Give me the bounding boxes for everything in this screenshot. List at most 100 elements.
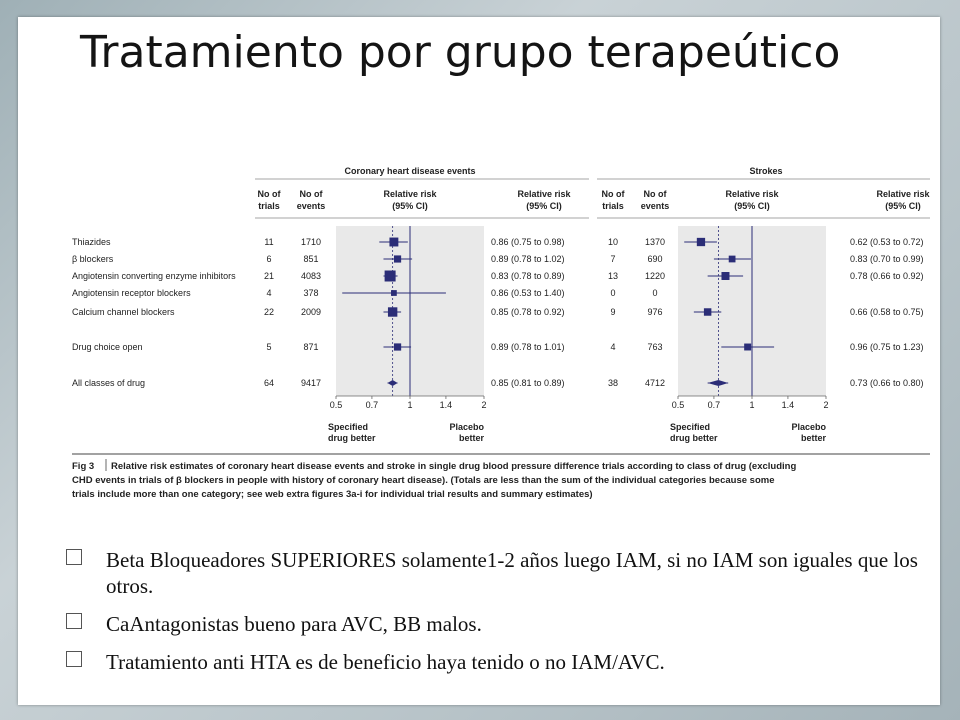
events-count: 851 [303, 254, 318, 264]
specified-better-label: Specified [670, 422, 710, 432]
trials-count: 21 [264, 271, 274, 281]
col-header-trials: No of [602, 189, 626, 199]
x-tick-label: 2 [481, 400, 486, 410]
events-count: 1220 [645, 271, 665, 281]
trials-count: 22 [264, 307, 274, 317]
rr-ci-text: 0.96 (0.75 to 1.23) [850, 342, 924, 352]
events-count: 4712 [645, 378, 665, 388]
point-estimate-marker [728, 255, 736, 263]
rr-ci-text: 0.83 (0.78 to 0.89) [491, 271, 565, 281]
col-header-rr: Relative risk [383, 189, 437, 199]
events-count: 0 [652, 288, 657, 298]
category-label: Thiazides [72, 237, 111, 247]
x-tick-label: 1 [407, 400, 412, 410]
trials-count: 4 [610, 342, 615, 352]
x-tick-label: 1.4 [782, 400, 795, 410]
x-tick-label: 0.7 [708, 400, 721, 410]
events-count: 976 [647, 307, 662, 317]
category-label: Calcium channel blockers [72, 307, 175, 317]
point-estimate-marker [721, 272, 730, 280]
placebo-better-label: Placebo [449, 422, 484, 432]
events-count: 1710 [301, 237, 321, 247]
bullet-item: CaAntagonistas bueno para AVC, BB malos. [66, 611, 936, 637]
bullet-text: Tratamiento anti HTA es de beneficio hay… [106, 650, 665, 674]
x-tick-label: 2 [823, 400, 828, 410]
trials-count: 64 [264, 378, 274, 388]
events-count: 9417 [301, 378, 321, 388]
trials-count: 38 [608, 378, 618, 388]
specified-better-label: Specified [328, 422, 368, 432]
x-tick-label: 1.4 [440, 400, 453, 410]
category-label: Angiotensin converting enzyme inhibitors [72, 271, 236, 281]
specified-better-label: drug better [328, 433, 376, 443]
point-estimate-marker [696, 237, 706, 247]
category-label: Drug choice open [72, 342, 143, 352]
col-header-events: No of [300, 189, 324, 199]
trials-count: 13 [608, 271, 618, 281]
col-header-rrtext: Relative risk [517, 189, 571, 199]
category-label: Angiotensin receptor blockers [72, 288, 191, 298]
col-header-trials: No of [258, 189, 282, 199]
col-header-trials: trials [602, 201, 624, 211]
col-header-trials: trials [258, 201, 280, 211]
rr-ci-text: 0.89 (0.78 to 1.01) [491, 342, 565, 352]
summary-diamond [707, 380, 729, 386]
forest-plot-figure: Thiazides β blockers Angiotensin convertin… [57, 152, 930, 508]
point-estimate-marker [387, 307, 398, 317]
rr-ci-text: 0.86 (0.53 to 1.40) [491, 288, 565, 298]
bullet-item: Tratamiento anti HTA es de beneficio hay… [66, 649, 936, 675]
point-estimate-marker [393, 343, 402, 351]
bullet-item: Beta Bloqueadores SUPERIORES solamente1-… [66, 547, 936, 599]
trials-count: 11 [264, 237, 273, 247]
trials-count: 0 [610, 288, 615, 298]
panel-title: Strokes [749, 166, 782, 176]
category-label: β blockers [72, 254, 114, 264]
point-estimate-marker [391, 290, 397, 296]
bullet-text: Beta Bloqueadores SUPERIORES solamente1-… [106, 548, 918, 598]
x-tick-label: 0.5 [672, 400, 685, 410]
bullet-text: CaAntagonistas bueno para AVC, BB malos. [106, 612, 482, 636]
point-estimate-marker [384, 270, 396, 282]
summary-diamond [387, 380, 398, 386]
col-header-events: No of [644, 189, 668, 199]
events-count: 4083 [301, 271, 321, 281]
caption-text: CHD events in trials of β blockers in pe… [72, 475, 774, 486]
col-header-rr: Relative risk [725, 189, 779, 199]
col-header-rrtext: Relative risk [876, 189, 930, 199]
trials-count: 10 [608, 237, 618, 247]
trials-count: 6 [266, 254, 271, 264]
events-count: 378 [303, 288, 318, 298]
trials-count: 9 [610, 307, 615, 317]
point-estimate-marker [393, 255, 402, 263]
point-estimate-marker [389, 237, 399, 247]
category-label: All classes of drug [72, 378, 145, 388]
placebo-better-label: better [801, 433, 827, 443]
col-header-events: events [641, 201, 670, 211]
rr-ci-text: 0.73 (0.66 to 0.80) [850, 378, 924, 388]
col-header-rrtext: (95% CI) [885, 201, 921, 211]
rr-ci-text: 0.78 (0.66 to 0.92) [850, 271, 924, 281]
col-header-rrtext: (95% CI) [526, 201, 562, 211]
slide: Tratamiento por grupo terapeútico Thiazi… [18, 17, 940, 705]
x-tick-label: 0.5 [330, 400, 343, 410]
rr-ci-text: 0.85 (0.78 to 0.92) [491, 307, 565, 317]
rr-ci-text: 0.62 (0.53 to 0.72) [850, 237, 924, 247]
rr-ci-text: 0.85 (0.81 to 0.89) [491, 378, 565, 388]
bullet-list: Beta Bloqueadores SUPERIORES solamente1-… [66, 547, 936, 687]
events-count: 690 [647, 254, 662, 264]
trials-count: 4 [266, 288, 271, 298]
rr-ci-text: 0.66 (0.58 to 0.75) [850, 307, 924, 317]
rr-ci-text: 0.83 (0.70 to 0.99) [850, 254, 924, 264]
x-tick-label: 1 [749, 400, 754, 410]
specified-better-label: drug better [670, 433, 718, 443]
events-count: 871 [303, 342, 318, 352]
bullet-square-icon [66, 549, 82, 565]
point-estimate-marker [744, 343, 752, 351]
panel-title: Coronary heart disease events [344, 166, 475, 176]
col-header-rr: (95% CI) [392, 201, 428, 211]
placebo-better-label: better [459, 433, 485, 443]
events-count: 1370 [645, 237, 665, 247]
rr-ci-text: 0.89 (0.78 to 1.02) [491, 254, 565, 264]
events-count: 763 [647, 342, 662, 352]
slide-title: Tratamiento por grupo terapeútico [80, 27, 841, 78]
